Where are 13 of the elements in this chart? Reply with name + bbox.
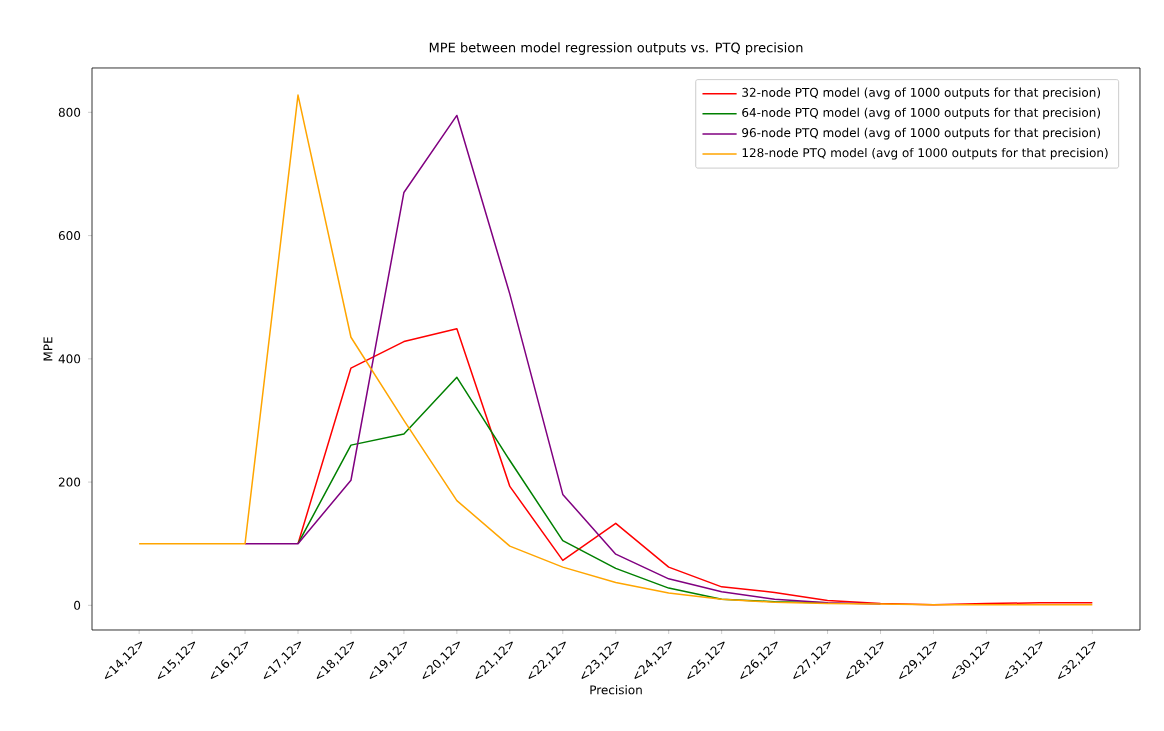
legend-label: 128-node PTQ model (avg of 1000 outputs for that precision) bbox=[742, 147, 1108, 160]
x-axis-title: Precision bbox=[590, 685, 642, 695]
y-tick-label: 600 bbox=[58, 231, 81, 241]
legend-label: 64-node PTQ model (avg of 1000 outputs for that precision) bbox=[742, 107, 1101, 120]
y-tick-label: 400 bbox=[58, 354, 81, 364]
legend-label: 32-node PTQ model (avg of 1000 outputs for that precision) bbox=[742, 87, 1101, 100]
y-tick-label: 0 bbox=[74, 600, 81, 610]
y-axis-title: MPE bbox=[43, 337, 53, 361]
y-tick-label: 800 bbox=[58, 107, 81, 117]
y-tick-label: 200 bbox=[58, 477, 81, 487]
legend-label: 96-node PTQ model (avg of 1000 outputs for that precision) bbox=[742, 127, 1101, 140]
chart-title: MPE between model regression outputs vs. PTQ precision bbox=[429, 42, 803, 55]
line-series bbox=[297, 327, 1094, 606]
